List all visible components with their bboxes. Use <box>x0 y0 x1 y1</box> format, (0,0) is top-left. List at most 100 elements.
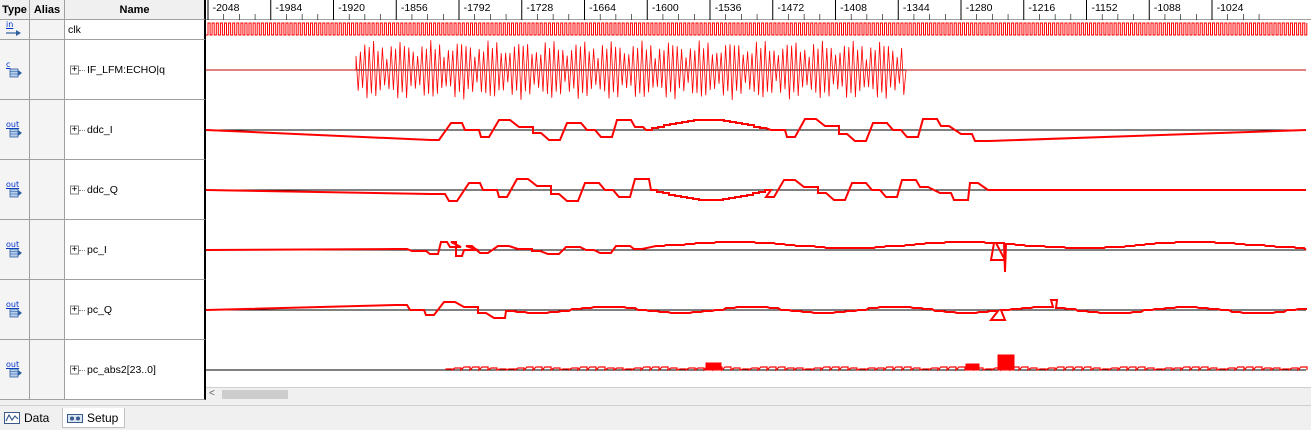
type-cell: out <box>0 220 30 280</box>
type-label: c <box>6 59 11 69</box>
type-cell: out <box>0 340 30 400</box>
alias-cell[interactable] <box>30 40 65 100</box>
ddc-i-waveform <box>206 118 1307 142</box>
setup-tab-icon <box>67 414 83 423</box>
type-header-label: Type <box>2 4 27 16</box>
type-column-header[interactable]: Type <box>0 0 30 20</box>
tree-connector <box>79 189 85 191</box>
pc-abs2-pulse-a <box>705 362 722 371</box>
pc-i-waveform <box>206 241 1307 273</box>
alias-header-label: Alias <box>33 4 61 16</box>
signal-grid: Type Alias Name -2048 -1984 -1920 -1856 -179… <box>0 0 1311 401</box>
pc-abs2-peak <box>997 354 1015 371</box>
expand-plus-icon[interactable]: + <box>70 184 79 194</box>
type-label: out <box>6 119 20 129</box>
ruler-tick-label: -1344 <box>902 2 930 14</box>
output-pin-icon: out <box>4 359 26 379</box>
alias-cell[interactable] <box>30 220 65 280</box>
ruler-tick-label: -1088 <box>1153 2 1181 14</box>
name-header-label: Name <box>119 4 150 16</box>
tree-connector <box>79 369 85 371</box>
signal-name: ddc_Q <box>87 183 118 196</box>
tab-setup[interactable]: Setup <box>62 408 126 428</box>
ruler-tick-label: -1280 <box>965 2 993 14</box>
type-cell: out <box>0 100 30 160</box>
signal-name: ddc_I <box>87 123 113 136</box>
name-column-header[interactable]: Name <box>65 0 206 20</box>
tab-data-label: Data <box>24 411 50 425</box>
ruler-tick-label: -1792 <box>463 2 491 14</box>
alias-cell[interactable] <box>30 340 65 400</box>
signal-name-cell[interactable]: + ddc_Q <box>65 160 206 220</box>
alias-cell[interactable] <box>30 280 65 340</box>
ruler-tick-label: -1536 <box>714 2 742 14</box>
tree-connector <box>79 249 85 251</box>
signal-name-cell[interactable]: + pc_I <box>65 220 206 280</box>
signal-name: pc_Q <box>87 303 113 316</box>
ruler-ticks <box>207 0 1260 20</box>
combinational-node-icon: c <box>4 59 26 79</box>
alias-column-header[interactable]: Alias <box>30 0 65 20</box>
data-tab-icon <box>4 412 20 424</box>
expand-plus-icon[interactable]: + <box>70 124 79 134</box>
tab-setup-label: Setup <box>87 411 119 425</box>
horizontal-scrollbar[interactable]: < <box>206 387 1311 401</box>
output-pin-icon: out <box>4 299 26 319</box>
type-label: in <box>6 19 14 29</box>
bottom-tab-bar: Data Setup <box>0 405 1311 430</box>
alias-cell[interactable] <box>30 20 65 40</box>
type-label: out <box>6 299 20 309</box>
signal-name: pc_I <box>87 243 107 256</box>
alias-cell[interactable] <box>30 100 65 160</box>
signal-name-cell[interactable]: + pc_abs2[23..0] <box>65 340 206 400</box>
ruler-tick-label: -1920 <box>338 2 365 14</box>
expand-plus-icon[interactable]: + <box>70 64 79 74</box>
signal-name: IF_LFM:ECHO|q <box>87 63 165 76</box>
ruler-tick-label: -1408 <box>840 2 867 14</box>
ruler-tick-label: -1600 <box>651 2 679 14</box>
tree-connector <box>79 69 85 71</box>
type-label: out <box>6 239 20 249</box>
signal-name: clk <box>68 23 81 36</box>
ruler-tick-label: -1216 <box>1028 2 1056 14</box>
type-label: out <box>6 359 20 369</box>
scroll-left-arrow-icon[interactable]: < <box>209 388 215 399</box>
expand-plus-icon[interactable]: + <box>70 244 79 254</box>
ruler-tick-label: -1152 <box>1091 2 1118 14</box>
expand-plus-icon[interactable]: + <box>70 364 79 374</box>
pc-abs2-pulse-b <box>965 363 980 371</box>
signal-name-cell[interactable]: + pc_Q <box>65 280 206 340</box>
pc-abs2-waveform <box>445 366 1308 372</box>
tab-data[interactable]: Data <box>0 408 55 428</box>
alias-cell[interactable] <box>30 160 65 220</box>
waveform-display[interactable] <box>206 0 1311 388</box>
ruler-tick-label: -1728 <box>526 2 554 14</box>
clk-waveform <box>206 22 1308 36</box>
output-pin-icon: out <box>4 179 26 199</box>
expand-plus-icon[interactable]: + <box>70 304 79 314</box>
input-pin-icon: in <box>4 19 26 39</box>
type-label: out <box>6 179 20 189</box>
output-pin-icon: out <box>4 239 26 259</box>
ruler-tick-label: -1856 <box>400 2 428 14</box>
ruler-tick-label: -1024 <box>1216 2 1244 14</box>
ruler-tick-label: -1472 <box>777 2 805 14</box>
signal-name-cell[interactable]: + IF_LFM:ECHO|q <box>65 40 206 100</box>
type-cell: in <box>0 20 30 40</box>
time-ruler[interactable]: -2048 -1984 -1920 -1856 -1792 -1728 -1664 -1600… <box>206 0 1311 20</box>
ruler-tick-label: -2048 <box>212 2 240 14</box>
type-cell: c <box>0 40 30 100</box>
ruler-tick-label: -1664 <box>589 2 616 14</box>
type-cell: out <box>0 160 30 220</box>
signal-name-cell[interactable]: + ddc_I <box>65 100 206 160</box>
scroll-thumb[interactable] <box>222 390 288 399</box>
tree-connector <box>79 129 85 131</box>
ddc-q-waveform <box>206 178 1306 202</box>
tree-connector <box>79 309 85 311</box>
signal-name-cell[interactable]: clk <box>65 20 206 40</box>
ruler-tick-label: -1984 <box>275 2 303 14</box>
signal-name: pc_abs2[23..0] <box>87 363 156 376</box>
output-pin-icon: out <box>4 119 26 139</box>
pc-q-waveform <box>206 299 1307 321</box>
type-cell: out <box>0 280 30 340</box>
